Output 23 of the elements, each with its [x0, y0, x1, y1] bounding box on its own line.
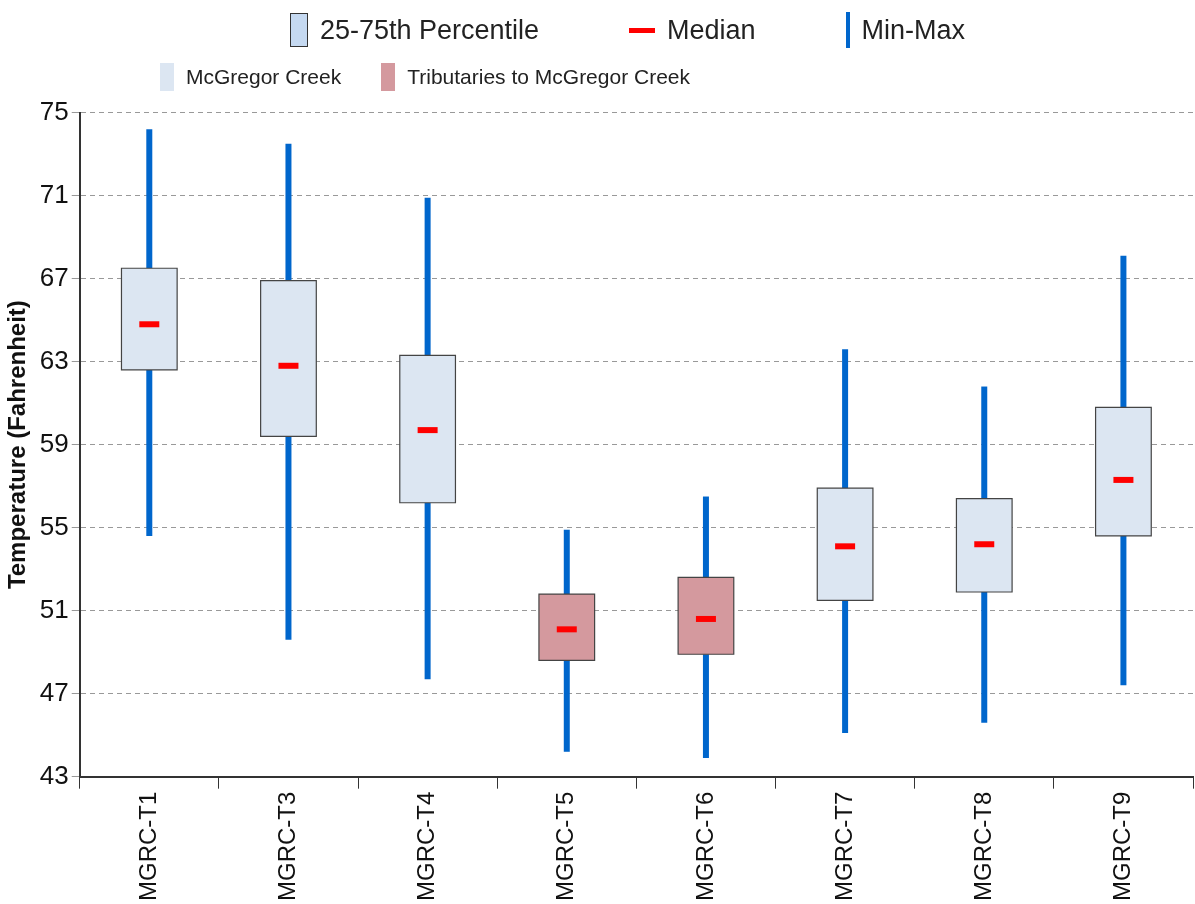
y-tick-label: 43 [39, 759, 69, 790]
y-tick-label: 51 [39, 593, 69, 624]
x-tick-label: MGRC-T6 [690, 791, 718, 901]
y-tick-label: 47 [39, 676, 69, 707]
y-tick-label: 71 [39, 178, 69, 209]
x-tick-label: MGRC-T9 [1108, 791, 1136, 901]
y-tick-label: 67 [39, 261, 69, 292]
text: Min-Max [861, 14, 966, 46]
x-tick-label: MGRC-T4 [412, 791, 440, 901]
x-tick-label: MGRC-T7 [829, 791, 857, 901]
y-axis-title: Temperature (Fahrenheit) [3, 300, 31, 590]
legend-label: McGregor Creek [186, 65, 342, 89]
y-tick-label: 63 [39, 344, 69, 375]
y-tick-label: 55 [39, 510, 69, 541]
x-tick-label: MGRC-T8 [968, 791, 996, 901]
text: Median [667, 14, 756, 46]
legend-label: Tributaries to McGregor Creek [407, 65, 691, 89]
y-tick-label: 75 [39, 95, 69, 126]
x-tick-label: MGRC-T5 [551, 791, 579, 901]
y-tick-label: 59 [39, 427, 69, 458]
x-tick-label: MGRC-T3 [273, 791, 301, 901]
text: 25-75th Percentile [319, 14, 540, 46]
x-tick-label: MGRC-T1 [133, 791, 161, 901]
